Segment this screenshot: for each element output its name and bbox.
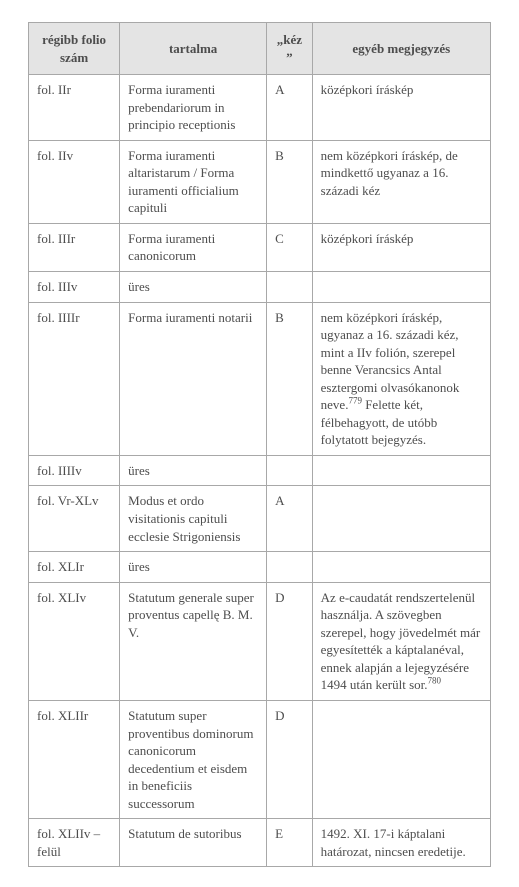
cell-megjegyzes [312,486,490,552]
cell-megjegyzes: Az e-caudatát rendszertelenül használja.… [312,582,490,700]
cell-folio: fol. XLIIv – felül [29,819,120,867]
table-row: fol. XLIrüres [29,552,491,583]
cell-tartalma: üres [120,272,267,303]
table-row: fol. IIvForma iuramenti altaristarum / F… [29,140,491,223]
cell-megjegyzes: nem középkori íráskép, de mindkettő ugya… [312,140,490,223]
cell-kez: A [267,486,313,552]
cell-tartalma: Forma iuramenti notarii [120,302,267,455]
cell-folio: fol. XLIv [29,582,120,700]
cell-megjegyzes: középkori íráskép [312,75,490,141]
table-row: fol. XLIIrStatutum super proventibus dom… [29,700,491,818]
cell-tartalma: Forma iuramenti canonicorum [120,223,267,271]
cell-kez: B [267,140,313,223]
table-row: fol. XLIIv – felülStatutum de sutoribusE… [29,819,491,867]
table-row: fol. IIIrForma iuramenti canonicorumCköz… [29,223,491,271]
cell-tartalma: Statutum generale super proventus capell… [120,582,267,700]
cell-folio: fol. IIr [29,75,120,141]
table-row: fol. Vr-XLvModus et ordo visitationis ca… [29,486,491,552]
table-row: fol. IIrForma iuramenti prebendariorum i… [29,75,491,141]
cell-folio: fol. XLIIr [29,700,120,818]
cell-tartalma: Statutum de sutoribus [120,819,267,867]
cell-kez: A [267,75,313,141]
col-header-kez: „kéz” [267,23,313,75]
table-header: régibb folioszám tartalma „kéz” egyéb me… [29,23,491,75]
table-row: fol. XLIvStatutum generale super provent… [29,582,491,700]
cell-tartalma: Modus et ordo visitationis capituli eccl… [120,486,267,552]
cell-megjegyzes [312,700,490,818]
footnote-ref: 779 [348,396,362,406]
cell-folio: fol. IIIIr [29,302,120,455]
cell-megjegyzes: középkori íráskép [312,223,490,271]
table-row: fol. IIIIrForma iuramenti notariiBnem kö… [29,302,491,455]
cell-folio: fol. XLIr [29,552,120,583]
cell-megjegyzes: nem középkori íráskép, ugyanaz a 16. szá… [312,302,490,455]
cell-megjegyzes [312,455,490,486]
cell-folio: fol. IIv [29,140,120,223]
cell-folio: fol. Vr-XLv [29,486,120,552]
folio-table: régibb folioszám tartalma „kéz” egyéb me… [28,22,491,867]
cell-kez: E [267,819,313,867]
cell-kez: D [267,700,313,818]
cell-megjegyzes [312,552,490,583]
cell-kez: C [267,223,313,271]
cell-tartalma: Statutum super proventibus dominorum can… [120,700,267,818]
cell-folio: fol. IIIIv [29,455,120,486]
footnote-ref: 780 [428,676,442,686]
cell-tartalma: Forma iuramenti prebendariorum in princi… [120,75,267,141]
cell-kez [267,552,313,583]
cell-kez [267,455,313,486]
cell-folio: fol. IIIr [29,223,120,271]
cell-folio: fol. IIIv [29,272,120,303]
table-row: fol. IIIvüres [29,272,491,303]
col-header-tartalma: tartalma [120,23,267,75]
col-header-megjegyzes: egyéb megjegyzés [312,23,490,75]
cell-kez: D [267,582,313,700]
cell-tartalma: üres [120,455,267,486]
cell-kez [267,272,313,303]
table-body: fol. IIrForma iuramenti prebendariorum i… [29,75,491,867]
cell-tartalma: Forma iuramenti altaristarum / Forma iur… [120,140,267,223]
table-row: fol. IIIIvüres [29,455,491,486]
document-page: régibb folioszám tartalma „kéz” egyéb me… [0,0,519,887]
cell-kez: B [267,302,313,455]
col-header-folio: régibb folioszám [29,23,120,75]
cell-megjegyzes: 1492. XI. 17-i káptalani határozat, ninc… [312,819,490,867]
cell-megjegyzes [312,272,490,303]
cell-tartalma: üres [120,552,267,583]
